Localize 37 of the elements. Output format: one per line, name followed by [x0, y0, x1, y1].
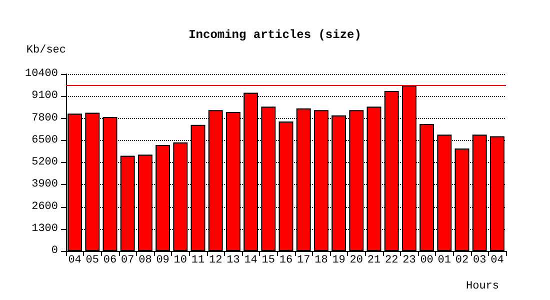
y-axis-title: Kb/sec: [26, 44, 66, 56]
x-tick-label: 04: [490, 254, 504, 266]
y-tick-label: 9100: [32, 90, 58, 102]
x-tick-label: 11: [191, 254, 205, 266]
x-tick-label: 17: [297, 254, 310, 266]
x-tick-label: 07: [121, 254, 134, 266]
x-tick-label: 16: [279, 254, 293, 266]
y-tick-label: 10400: [24, 68, 58, 80]
x-tick-label: 15: [262, 254, 275, 266]
y-tick-label: 7800: [32, 112, 58, 124]
y-tick-label: 5200: [32, 156, 58, 168]
chart-title: Incoming articles (size): [188, 28, 362, 42]
x-tick-label: 01: [438, 254, 452, 266]
x-tick-label: 00: [420, 254, 434, 266]
x-tick-label: 18: [314, 254, 328, 266]
x-tick-label: 02: [455, 254, 469, 266]
x-tick-label: 12: [209, 254, 222, 266]
x-tick-label: 08: [138, 254, 152, 266]
x-tick-label: 13: [226, 254, 240, 266]
x-tick-label: 23: [402, 254, 416, 266]
y-tick-label: 3900: [32, 178, 58, 191]
x-tick-label: 21: [367, 254, 381, 266]
x-tick-label: 06: [103, 254, 117, 266]
y-tick-label: 6500: [32, 134, 58, 146]
x-tick-label: 22: [385, 254, 398, 266]
x-tick-label: 14: [244, 254, 258, 266]
y-tick-label: 1300: [32, 222, 58, 235]
x-axis-title: Hours: [466, 280, 500, 292]
x-tick-label: 05: [86, 254, 99, 266]
x-tick-label: 09: [156, 254, 170, 266]
x-tick-label: 03: [473, 254, 486, 266]
y-tick-label: 0: [51, 245, 58, 257]
x-tick-label: 10: [174, 254, 187, 266]
x-tick-label: 19: [332, 254, 346, 266]
x-tick-label: 04: [68, 254, 82, 266]
y-tick-label: 2600: [32, 200, 58, 213]
x-tick-label: 20: [350, 254, 363, 266]
